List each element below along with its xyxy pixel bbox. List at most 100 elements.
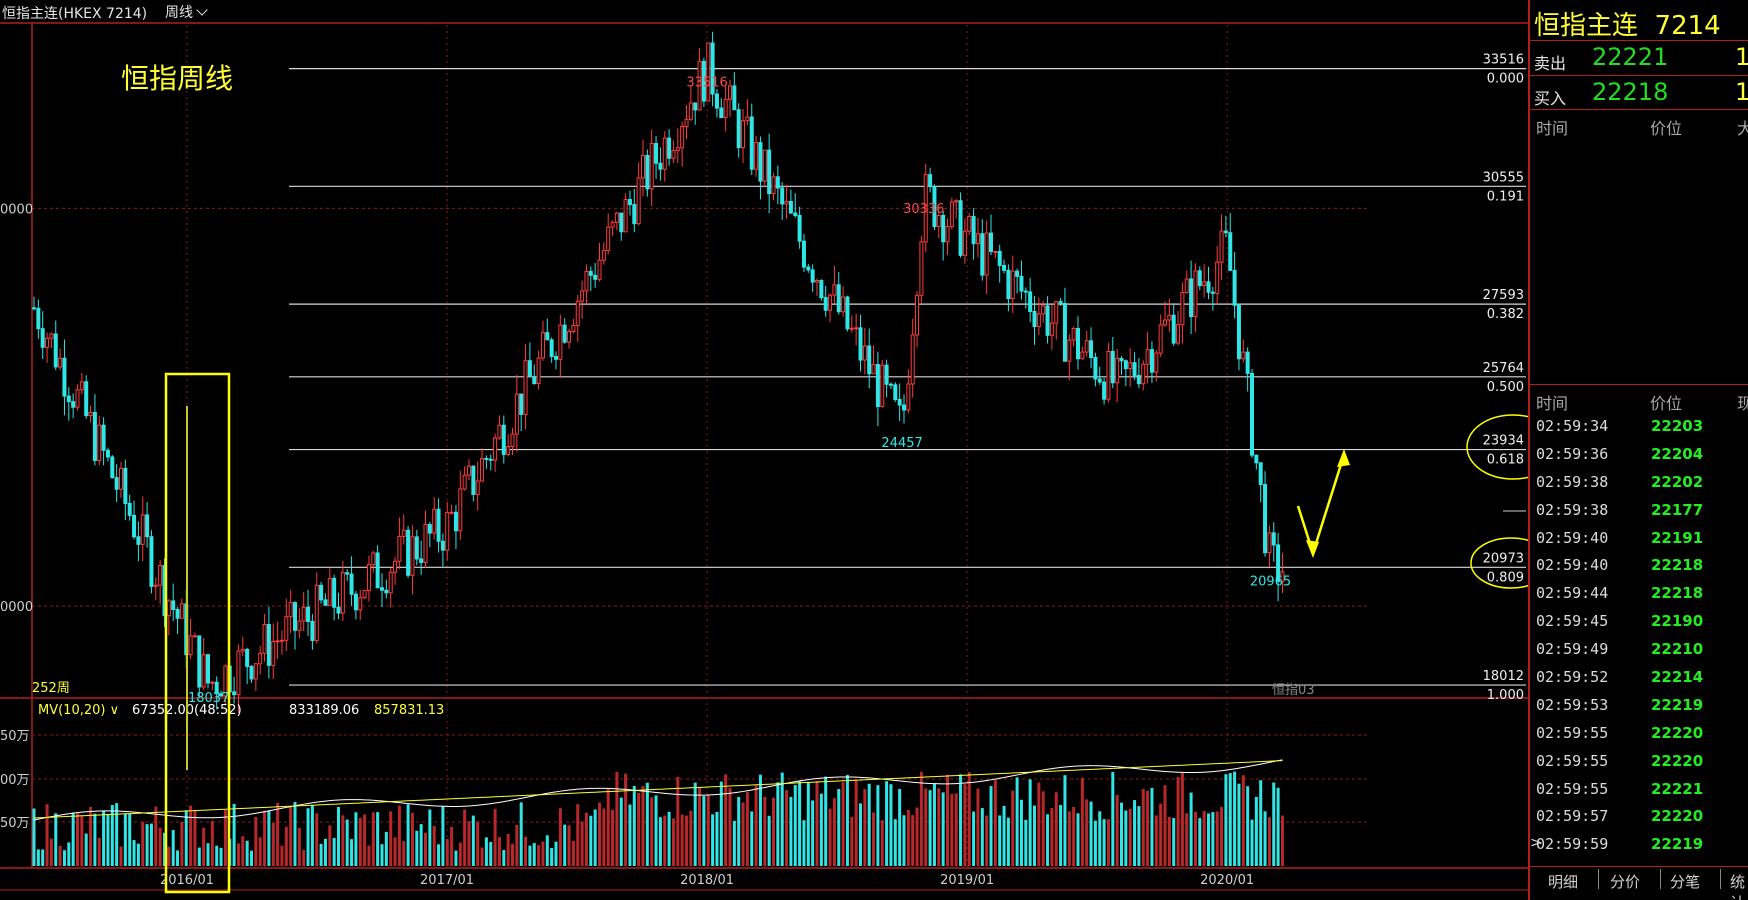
candle-body bbox=[1076, 328, 1080, 360]
tick-price: 22218 bbox=[1651, 556, 1704, 575]
tick-row[interactable]: 02:59:49 22210 bbox=[1530, 637, 1748, 665]
tick-time: 02:59:36 bbox=[1536, 444, 1609, 463]
volume-bar bbox=[506, 834, 510, 866]
volume-bar bbox=[658, 817, 662, 866]
volume-bar bbox=[802, 820, 806, 866]
volume-bar bbox=[554, 841, 558, 866]
volume-bar bbox=[141, 821, 145, 866]
price-chart[interactable]: 0000 0000 50万 00万 50万 2016/01 2017/01 2018/01 20… bbox=[0, 0, 1528, 900]
fib-ratio-label: 0.618 bbox=[1487, 453, 1524, 468]
volume-bar bbox=[845, 775, 849, 866]
volume-bar bbox=[702, 796, 706, 866]
extreme-price-label: 30336 bbox=[903, 202, 944, 217]
tab-trades[interactable]: 分笔 bbox=[1670, 873, 1701, 891]
tick-row[interactable]: 02:59:40 22218 bbox=[1530, 553, 1748, 581]
candle-body bbox=[701, 60, 706, 102]
candle-body bbox=[532, 376, 537, 385]
tick-row[interactable]: 02:59:55 22220 bbox=[1530, 721, 1748, 749]
candle-body bbox=[1089, 340, 1094, 359]
volume-bar bbox=[772, 797, 775, 866]
tick-row[interactable]: 02:59:38 22177 bbox=[1530, 498, 1748, 526]
volume-bar bbox=[71, 812, 75, 866]
volume-bar bbox=[919, 771, 923, 866]
tick-row[interactable]: 02:59:40 22191 bbox=[1530, 526, 1748, 554]
candle-body bbox=[293, 602, 297, 631]
highlight-box bbox=[164, 372, 231, 894]
volume-bar bbox=[767, 815, 771, 866]
candle-body bbox=[1171, 314, 1176, 344]
tick-list[interactable]: 02:59:34 22203 02:59:36 22204 02:59:38 22202 0… bbox=[1530, 414, 1748, 860]
x-axis-label: 2017/01 bbox=[420, 873, 474, 888]
candle-body bbox=[327, 577, 332, 606]
candle-body bbox=[358, 597, 363, 611]
candle-body bbox=[32, 307, 36, 310]
candle-body bbox=[828, 294, 833, 311]
candle-body bbox=[171, 600, 176, 611]
candle-body bbox=[1115, 357, 1120, 384]
candle-body bbox=[632, 204, 637, 225]
volume-bar bbox=[210, 821, 214, 866]
volume-bar bbox=[1041, 791, 1045, 866]
volume-bar bbox=[106, 814, 110, 866]
candle-body bbox=[166, 600, 171, 617]
tick-row[interactable]: 02:59:55 22221 bbox=[1530, 777, 1748, 805]
candle-body bbox=[649, 143, 654, 190]
candle-body bbox=[980, 233, 985, 276]
tick-row[interactable]: 02:59:44 22218 bbox=[1530, 581, 1748, 609]
volume-bar bbox=[167, 846, 171, 866]
volume-bar bbox=[932, 783, 936, 866]
tick-row[interactable]: 02:59:53 22219 bbox=[1530, 693, 1748, 721]
tick-row[interactable]: 02:59:34 22203 bbox=[1530, 414, 1748, 442]
tick-row[interactable]: 02:59:59 22219 > bbox=[1530, 832, 1748, 860]
volume-bar bbox=[711, 814, 715, 866]
volume-bar bbox=[806, 782, 810, 866]
candle-body bbox=[158, 565, 163, 586]
volume-bar bbox=[1263, 811, 1267, 866]
tick-row[interactable]: 02:59:36 22204 bbox=[1530, 442, 1748, 470]
candle-body bbox=[314, 584, 319, 641]
candle-body bbox=[867, 345, 872, 375]
candle-body bbox=[1149, 349, 1154, 373]
volume-bar bbox=[415, 830, 419, 866]
volume-ma10-value: 833189.06 bbox=[289, 703, 359, 718]
candle-body bbox=[780, 187, 785, 205]
volume-bar bbox=[1011, 790, 1015, 866]
volume-axis-label: 50万 bbox=[0, 729, 30, 744]
tab-detail[interactable]: 明细 bbox=[1548, 873, 1579, 891]
candle-body bbox=[1119, 357, 1124, 362]
candle-body bbox=[1010, 270, 1015, 299]
candle-body bbox=[910, 334, 915, 385]
candle-body bbox=[928, 174, 933, 188]
candle-body bbox=[366, 564, 371, 591]
sell-price: 22221 bbox=[1592, 43, 1669, 71]
candle-body bbox=[902, 404, 906, 411]
volume-bar bbox=[693, 782, 697, 866]
tick-time: 02:59:53 bbox=[1536, 695, 1609, 714]
quote-title: 恒指主连 7214 bbox=[1534, 5, 1721, 42]
candle-body bbox=[1110, 350, 1115, 384]
volume-bar bbox=[245, 840, 249, 866]
candle-body bbox=[219, 693, 224, 697]
tick-row[interactable]: 02:59:52 22214 bbox=[1530, 665, 1748, 693]
volume-bar bbox=[1189, 792, 1193, 866]
candle-body bbox=[675, 147, 680, 152]
volume-bar bbox=[1050, 808, 1054, 866]
tick-row[interactable]: 02:59:38 22202 bbox=[1530, 470, 1748, 498]
tab-stats[interactable]: 统计 bbox=[1730, 873, 1746, 900]
volume-bar bbox=[497, 837, 501, 866]
candle-body bbox=[758, 142, 763, 182]
volume-bar bbox=[1159, 803, 1163, 866]
period-dropdown[interactable]: 周线 bbox=[165, 2, 208, 22]
header-time: 时间 bbox=[1536, 394, 1569, 413]
volume-bar bbox=[132, 840, 136, 866]
buy-qty: 1 bbox=[1735, 78, 1748, 106]
candle-body bbox=[410, 536, 415, 576]
tick-row[interactable]: 02:59:45 22190 bbox=[1530, 609, 1748, 637]
tab-price[interactable]: 分价 bbox=[1610, 873, 1641, 891]
tick-row[interactable]: 02:59:57 22220 bbox=[1530, 804, 1748, 832]
volume-bar bbox=[128, 813, 132, 866]
volume-bar bbox=[310, 805, 314, 866]
candle-body bbox=[571, 325, 576, 332]
tick-row[interactable]: 02:59:55 22220 bbox=[1530, 749, 1748, 777]
volume-bar bbox=[437, 844, 441, 866]
